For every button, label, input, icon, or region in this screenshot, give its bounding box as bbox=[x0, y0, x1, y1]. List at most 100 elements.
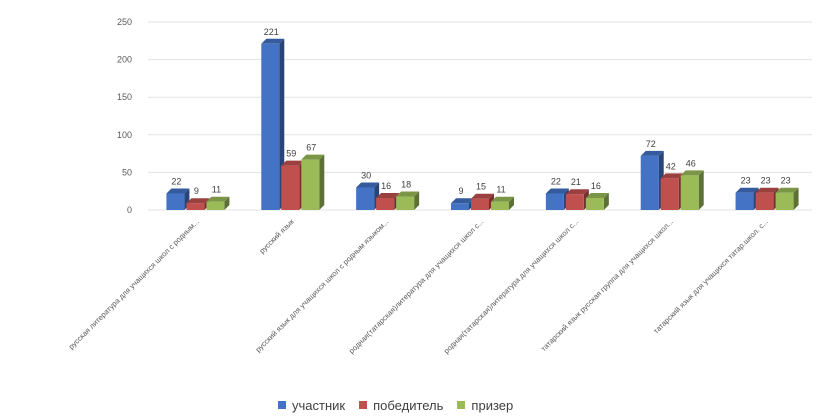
legend-item: победитель bbox=[359, 398, 443, 413]
bar bbox=[545, 188, 569, 210]
data-label: 9 bbox=[194, 186, 199, 196]
bar-front bbox=[755, 192, 774, 210]
bars bbox=[166, 38, 799, 210]
bar-top bbox=[396, 191, 420, 197]
legend-label: призер bbox=[471, 397, 514, 413]
bar-side bbox=[509, 196, 514, 210]
bar bbox=[166, 188, 190, 210]
data-label: 16 bbox=[381, 181, 391, 191]
bar-side bbox=[603, 192, 609, 210]
bar-top bbox=[585, 192, 609, 198]
category-labels: русская литература для учащихся школ с р… bbox=[67, 217, 770, 356]
y-tick-label: 150 bbox=[117, 92, 132, 102]
bar-top bbox=[660, 173, 684, 179]
y-tick-label: 200 bbox=[117, 55, 132, 65]
legend-swatch bbox=[457, 401, 466, 409]
bar bbox=[396, 191, 420, 210]
data-label: 23 bbox=[741, 176, 751, 186]
bar-top bbox=[186, 198, 210, 204]
bar bbox=[451, 198, 474, 210]
y-tick-label: 100 bbox=[117, 130, 132, 140]
data-label: 16 bbox=[591, 181, 601, 191]
bar bbox=[680, 170, 704, 210]
data-label: 15 bbox=[476, 182, 486, 192]
data-label: 9 bbox=[458, 186, 463, 196]
bar bbox=[491, 196, 514, 210]
bar-front bbox=[735, 192, 754, 210]
bar-front bbox=[396, 196, 415, 210]
bar-top bbox=[735, 187, 759, 193]
bar-front bbox=[471, 198, 489, 210]
bar bbox=[471, 193, 494, 210]
bar-front bbox=[640, 155, 659, 210]
bar-top bbox=[356, 182, 380, 188]
y-tick-label: 50 bbox=[122, 167, 132, 177]
bar bbox=[281, 160, 305, 210]
bar bbox=[376, 192, 400, 210]
bar-side bbox=[224, 196, 230, 210]
bar-top bbox=[301, 154, 325, 160]
bar-top bbox=[206, 196, 230, 202]
data-label: 72 bbox=[646, 139, 656, 149]
legend-swatch bbox=[278, 401, 286, 409]
bar-top bbox=[471, 193, 494, 199]
bar-top bbox=[545, 188, 569, 194]
bar-front bbox=[206, 201, 225, 210]
bar-front bbox=[660, 178, 679, 210]
bar-side bbox=[319, 154, 325, 210]
data-label: 221 bbox=[264, 27, 279, 37]
data-label: 23 bbox=[781, 176, 791, 186]
bar bbox=[356, 182, 380, 210]
data-label: 22 bbox=[171, 176, 181, 186]
data-label: 59 bbox=[286, 149, 296, 159]
data-labels: 22 9 11 221 59 67 30 16 18 9 15 11 22 21 16 72 42 46 23 23 2… bbox=[171, 27, 790, 196]
y-axis-ticks: 0 50 100 150 200 250 bbox=[117, 17, 132, 215]
legend-item: участник bbox=[278, 398, 345, 413]
bar bbox=[585, 192, 609, 210]
legend: участник победитель призер bbox=[278, 396, 513, 414]
category-label: русская литература для учащихся школ с р… bbox=[67, 217, 201, 351]
bar-top bbox=[451, 198, 474, 204]
bar-top bbox=[261, 38, 285, 44]
legend-swatch bbox=[359, 401, 368, 409]
bar bbox=[261, 38, 285, 210]
bar bbox=[301, 154, 325, 210]
data-label: 21 bbox=[571, 177, 581, 187]
bar bbox=[735, 187, 759, 210]
bar-top bbox=[640, 150, 664, 156]
bar-front bbox=[585, 197, 604, 210]
bar-front bbox=[301, 159, 320, 210]
bar-front bbox=[491, 201, 509, 210]
data-label: 18 bbox=[401, 179, 411, 189]
data-label: 22 bbox=[551, 176, 561, 186]
bar bbox=[755, 187, 779, 210]
bar bbox=[640, 150, 664, 210]
legend-label: победитель bbox=[373, 397, 444, 413]
bar-front bbox=[565, 194, 584, 210]
bar bbox=[206, 196, 230, 210]
bar bbox=[186, 198, 210, 210]
bar-side bbox=[793, 187, 799, 210]
data-label: 30 bbox=[361, 170, 371, 180]
bar-side bbox=[698, 170, 704, 210]
bar-front bbox=[186, 203, 205, 210]
bar-top bbox=[376, 192, 400, 198]
bar-top bbox=[680, 170, 704, 176]
data-label: 11 bbox=[212, 185, 221, 195]
bar-front bbox=[680, 175, 699, 210]
bar-front bbox=[376, 197, 395, 210]
bar bbox=[565, 189, 589, 210]
bar-top bbox=[775, 187, 799, 193]
bar-front bbox=[281, 165, 300, 210]
bar-top bbox=[491, 196, 514, 202]
gridlines bbox=[148, 21, 812, 211]
bar bbox=[775, 187, 799, 210]
bar-front bbox=[545, 193, 564, 210]
bar-front bbox=[451, 203, 469, 210]
bar-front bbox=[261, 43, 280, 210]
data-label: 42 bbox=[666, 161, 676, 171]
category-label: русский язык bbox=[257, 217, 296, 256]
y-tick-label: 250 bbox=[117, 17, 132, 27]
bar bbox=[660, 173, 684, 210]
